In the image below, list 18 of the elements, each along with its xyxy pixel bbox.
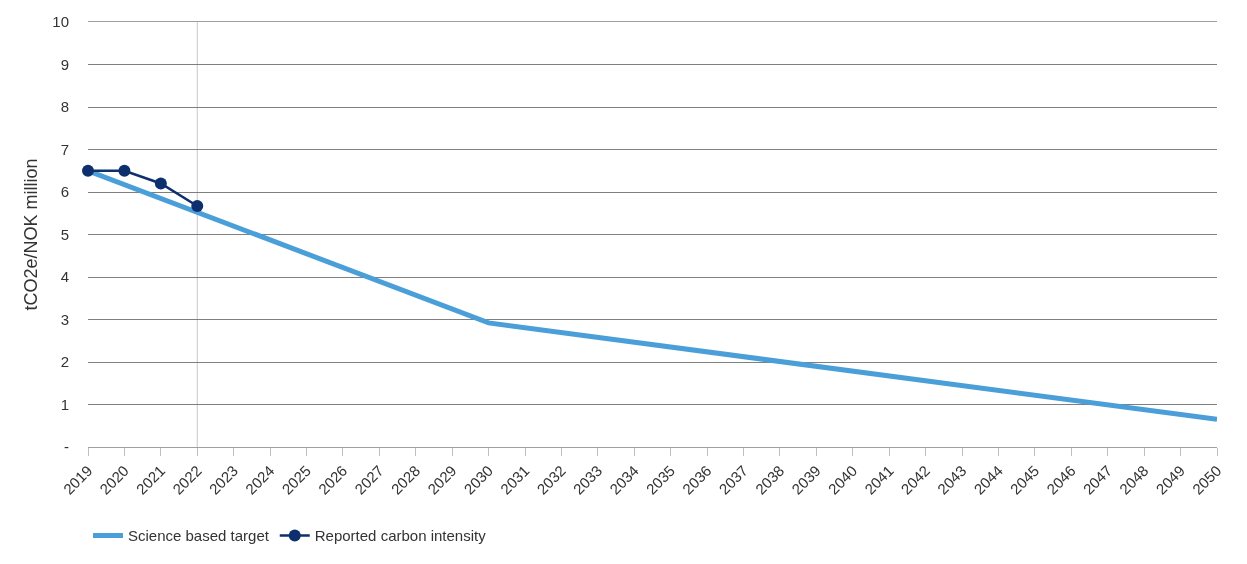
y-tick-label: 4 (60, 268, 69, 286)
y-tick-label: 8 (60, 98, 69, 116)
point (191, 200, 204, 213)
y-tick-label: 3 (60, 310, 69, 328)
y-tick-label: 9 (60, 55, 69, 73)
y-tick-label: 10 (52, 13, 69, 31)
y-tick-label: 2 (60, 353, 69, 371)
point (154, 177, 167, 190)
y-tick-label: 6 (60, 183, 69, 201)
legend-label: Science based target (128, 527, 270, 545)
point (82, 164, 94, 177)
y-tick-label: 5 (60, 225, 69, 243)
y-tick-label: 7 (60, 140, 69, 158)
legend-label: Reported carbon intensity (314, 527, 487, 545)
y-tick-label: - (64, 438, 69, 456)
y-tick-label: 1 (60, 395, 69, 413)
y-axis-title: tCO2e/NOK million (20, 158, 41, 311)
point (118, 164, 131, 177)
